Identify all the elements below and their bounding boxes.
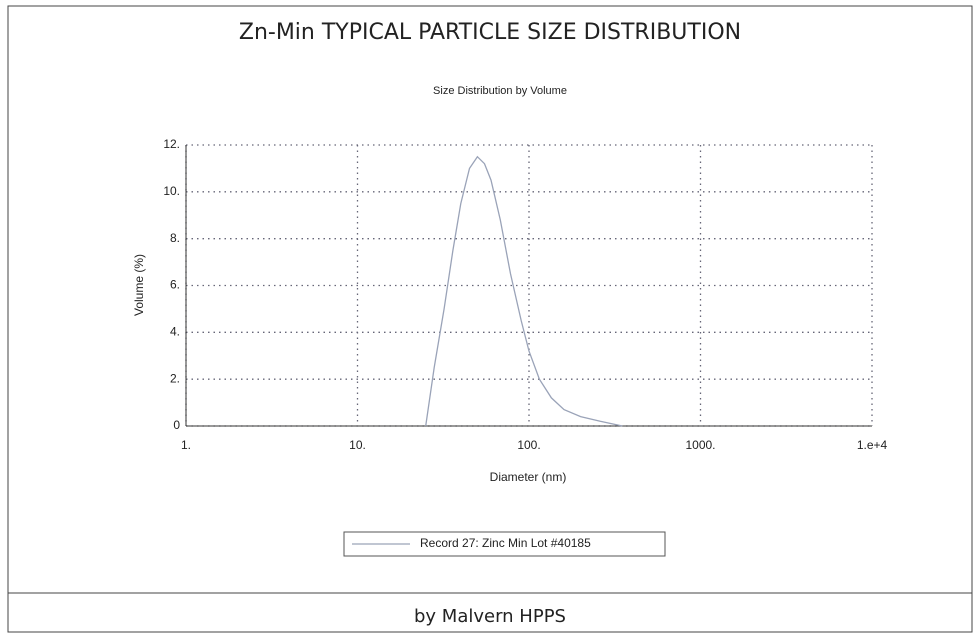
footer: by Malvern HPPS	[414, 606, 566, 627]
y-tick-label: 2.	[170, 371, 180, 385]
x-tick-label: 1000.	[685, 438, 715, 452]
y-tick-label: 4.	[170, 325, 180, 339]
x-tick-label: 1.e+4	[857, 438, 888, 452]
y-tick-label: 6.	[170, 278, 180, 292]
y-tick-label: 12.	[163, 137, 180, 151]
x-tick-label: 100.	[517, 438, 540, 452]
x-tick-label: 1.	[181, 438, 191, 452]
x-tick-label: 10.	[349, 438, 366, 452]
legend-label: Record 27: Zinc Min Lot #40185	[420, 536, 591, 550]
y-axis-label: Volume (%)	[132, 254, 146, 316]
y-tick-label: 10.	[163, 184, 180, 198]
data-line	[425, 155, 623, 427]
x-axis-label: Diameter (nm)	[490, 470, 567, 484]
frame	[7, 5, 973, 633]
y-tick-label: 8.	[170, 231, 180, 245]
legend-box	[343, 531, 666, 557]
header: Zn-Min TYPICAL PARTICLE SIZE DISTRIBUTIO…	[239, 20, 741, 45]
chart-title: Size Distribution by Volume	[433, 85, 567, 97]
y-tick-label: 0	[173, 418, 180, 432]
